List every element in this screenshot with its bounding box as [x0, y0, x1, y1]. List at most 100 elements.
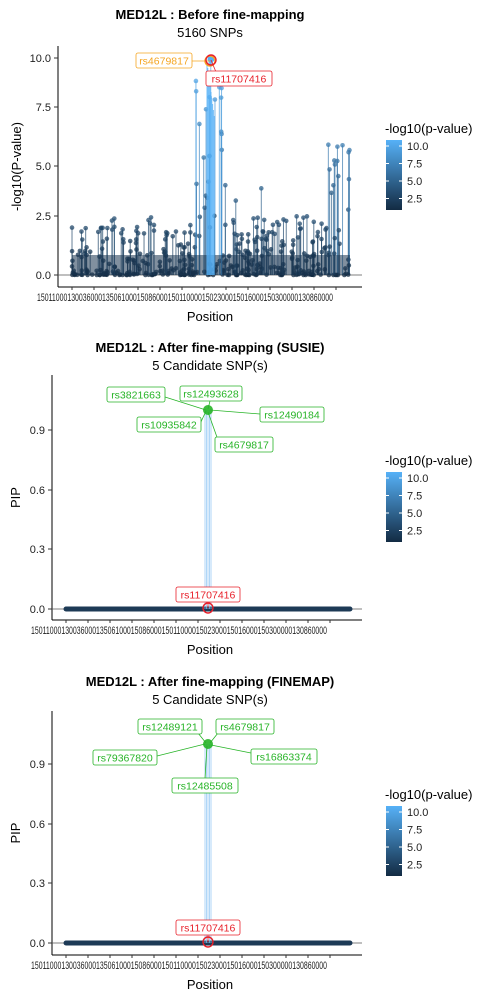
legend-tick-label: 5.0: [407, 176, 422, 188]
data-point: [254, 224, 260, 230]
snp-label: rs11707416: [175, 586, 241, 614]
data-point: [281, 217, 286, 222]
legend-tick-label: 7.5: [407, 825, 422, 837]
legend: -log10(p-value) 10.0 7.5 5.0 2.5: [385, 787, 472, 876]
data-point: [212, 97, 218, 102]
x-tick-labels: 1501100013003600013506100015086000150110…: [31, 625, 327, 637]
snp-label: rs10935842: [136, 410, 207, 433]
panel-1: MED12L : Before fine-mapping 5160 SNPs 0.0…: [9, 7, 472, 324]
data-point: [245, 239, 251, 244]
legend-title: -log10(p-value): [385, 787, 472, 802]
leader-line: [204, 745, 208, 780]
data-point: [270, 222, 276, 228]
data-point: [297, 221, 303, 227]
data-point: [202, 205, 207, 211]
y-tick-label: 10.0: [30, 53, 51, 65]
data-point: [340, 142, 345, 148]
candidate-cluster: [203, 739, 213, 749]
label-text: rs4679817: [139, 56, 189, 68]
label-text: rs10935842: [141, 420, 197, 432]
label-text: rs12485508: [177, 781, 233, 793]
data-point: [301, 215, 306, 220]
label-text: rs11707416: [181, 590, 236, 602]
legend-tick-label: 10.0: [407, 141, 428, 153]
data-point: [223, 182, 228, 188]
snp-label: rs11707416: [205, 54, 273, 87]
data-point: [233, 198, 239, 203]
y-tick-label: 0.0: [36, 270, 51, 282]
snp-label: rs11707416: [175, 919, 241, 948]
data-point: [245, 232, 251, 237]
data-point: [134, 224, 140, 230]
panel-2: MED12L : After fine-mapping (SUSIE) 5 Can…: [8, 340, 472, 657]
data-point: [134, 228, 139, 234]
label-box: [179, 385, 243, 402]
legend-title: -log10(p-value): [385, 453, 472, 468]
label-text: rs3821663: [111, 390, 161, 402]
data-point: [98, 225, 104, 231]
data-point: [347, 147, 352, 153]
data-point: [105, 225, 110, 231]
snp-label: rs3821663: [106, 386, 207, 411]
highlight-ring: [204, 55, 216, 67]
label-box: [250, 748, 318, 765]
data-point: [327, 167, 332, 172]
legend-colorbar: [386, 472, 402, 542]
y-tick-label: 0.6: [30, 819, 45, 831]
y-tick-label: 5.0: [36, 161, 51, 173]
data-point: [239, 232, 244, 237]
legend-tick-label: 2.5: [407, 860, 422, 872]
data-point: [79, 237, 85, 242]
y-tick-label: 0.0: [30, 938, 45, 950]
label-text: rs12489121: [142, 722, 198, 734]
data-point: [188, 230, 193, 235]
snp-label: rs4679817: [135, 52, 216, 69]
y-axis-label: -log10(P-value): [9, 122, 24, 211]
x-axis-label: Position: [187, 977, 233, 992]
legend-tick-label: 7.5: [407, 159, 422, 171]
data-point: [258, 186, 264, 191]
label-text: rs11707416: [181, 923, 236, 935]
legend-colorbar: [386, 140, 402, 210]
data-point: [329, 190, 334, 196]
highlight-ring: [202, 936, 214, 948]
snp-label: rs12490184: [209, 406, 325, 423]
data-point: [319, 236, 324, 242]
chart-subtitle: 5 Candidate SNP(s): [152, 692, 268, 707]
data-point: [82, 248, 88, 254]
data-point: [279, 239, 285, 244]
leader-line: [164, 396, 207, 411]
data-point: [244, 250, 250, 256]
data-point: [297, 226, 303, 232]
snp-label: rs16863374: [210, 744, 318, 765]
y-tick-label: 2.5: [36, 211, 51, 223]
data-points: [63, 739, 353, 946]
chart-subtitle: 5 Candidate SNP(s): [152, 358, 268, 373]
legend-tick-label: 2.5: [407, 526, 422, 538]
label-box: [214, 436, 274, 453]
legend: -log10(p-value) 10.0 7.5 5.0 2.5: [385, 453, 472, 542]
data-point: [326, 250, 332, 256]
leader-line: [156, 743, 206, 757]
snp-label: rs12493628: [179, 385, 243, 410]
data-point: [95, 229, 101, 235]
leader-line: [207, 411, 219, 441]
data-point: [335, 144, 340, 149]
snp-label: rs79367820: [92, 743, 206, 766]
y-tick-label: 0.9: [30, 425, 45, 437]
chart-title: MED12L : After fine-mapping (FINEMAP): [86, 674, 334, 689]
legend-colorbar: [386, 806, 402, 876]
label-text: rs12493628: [183, 389, 239, 401]
data-point: [304, 214, 310, 219]
data-point: [188, 222, 193, 228]
data-point: [69, 225, 75, 230]
y-tick-label: 0.3: [30, 544, 45, 556]
leader-line: [209, 409, 261, 415]
data-point: [319, 221, 324, 226]
data-point: [301, 251, 307, 256]
snp-label: rs12485508: [171, 745, 239, 794]
data-point: [332, 162, 338, 167]
data-point: [326, 142, 331, 148]
legend-tick-label: 10.0: [407, 473, 428, 485]
